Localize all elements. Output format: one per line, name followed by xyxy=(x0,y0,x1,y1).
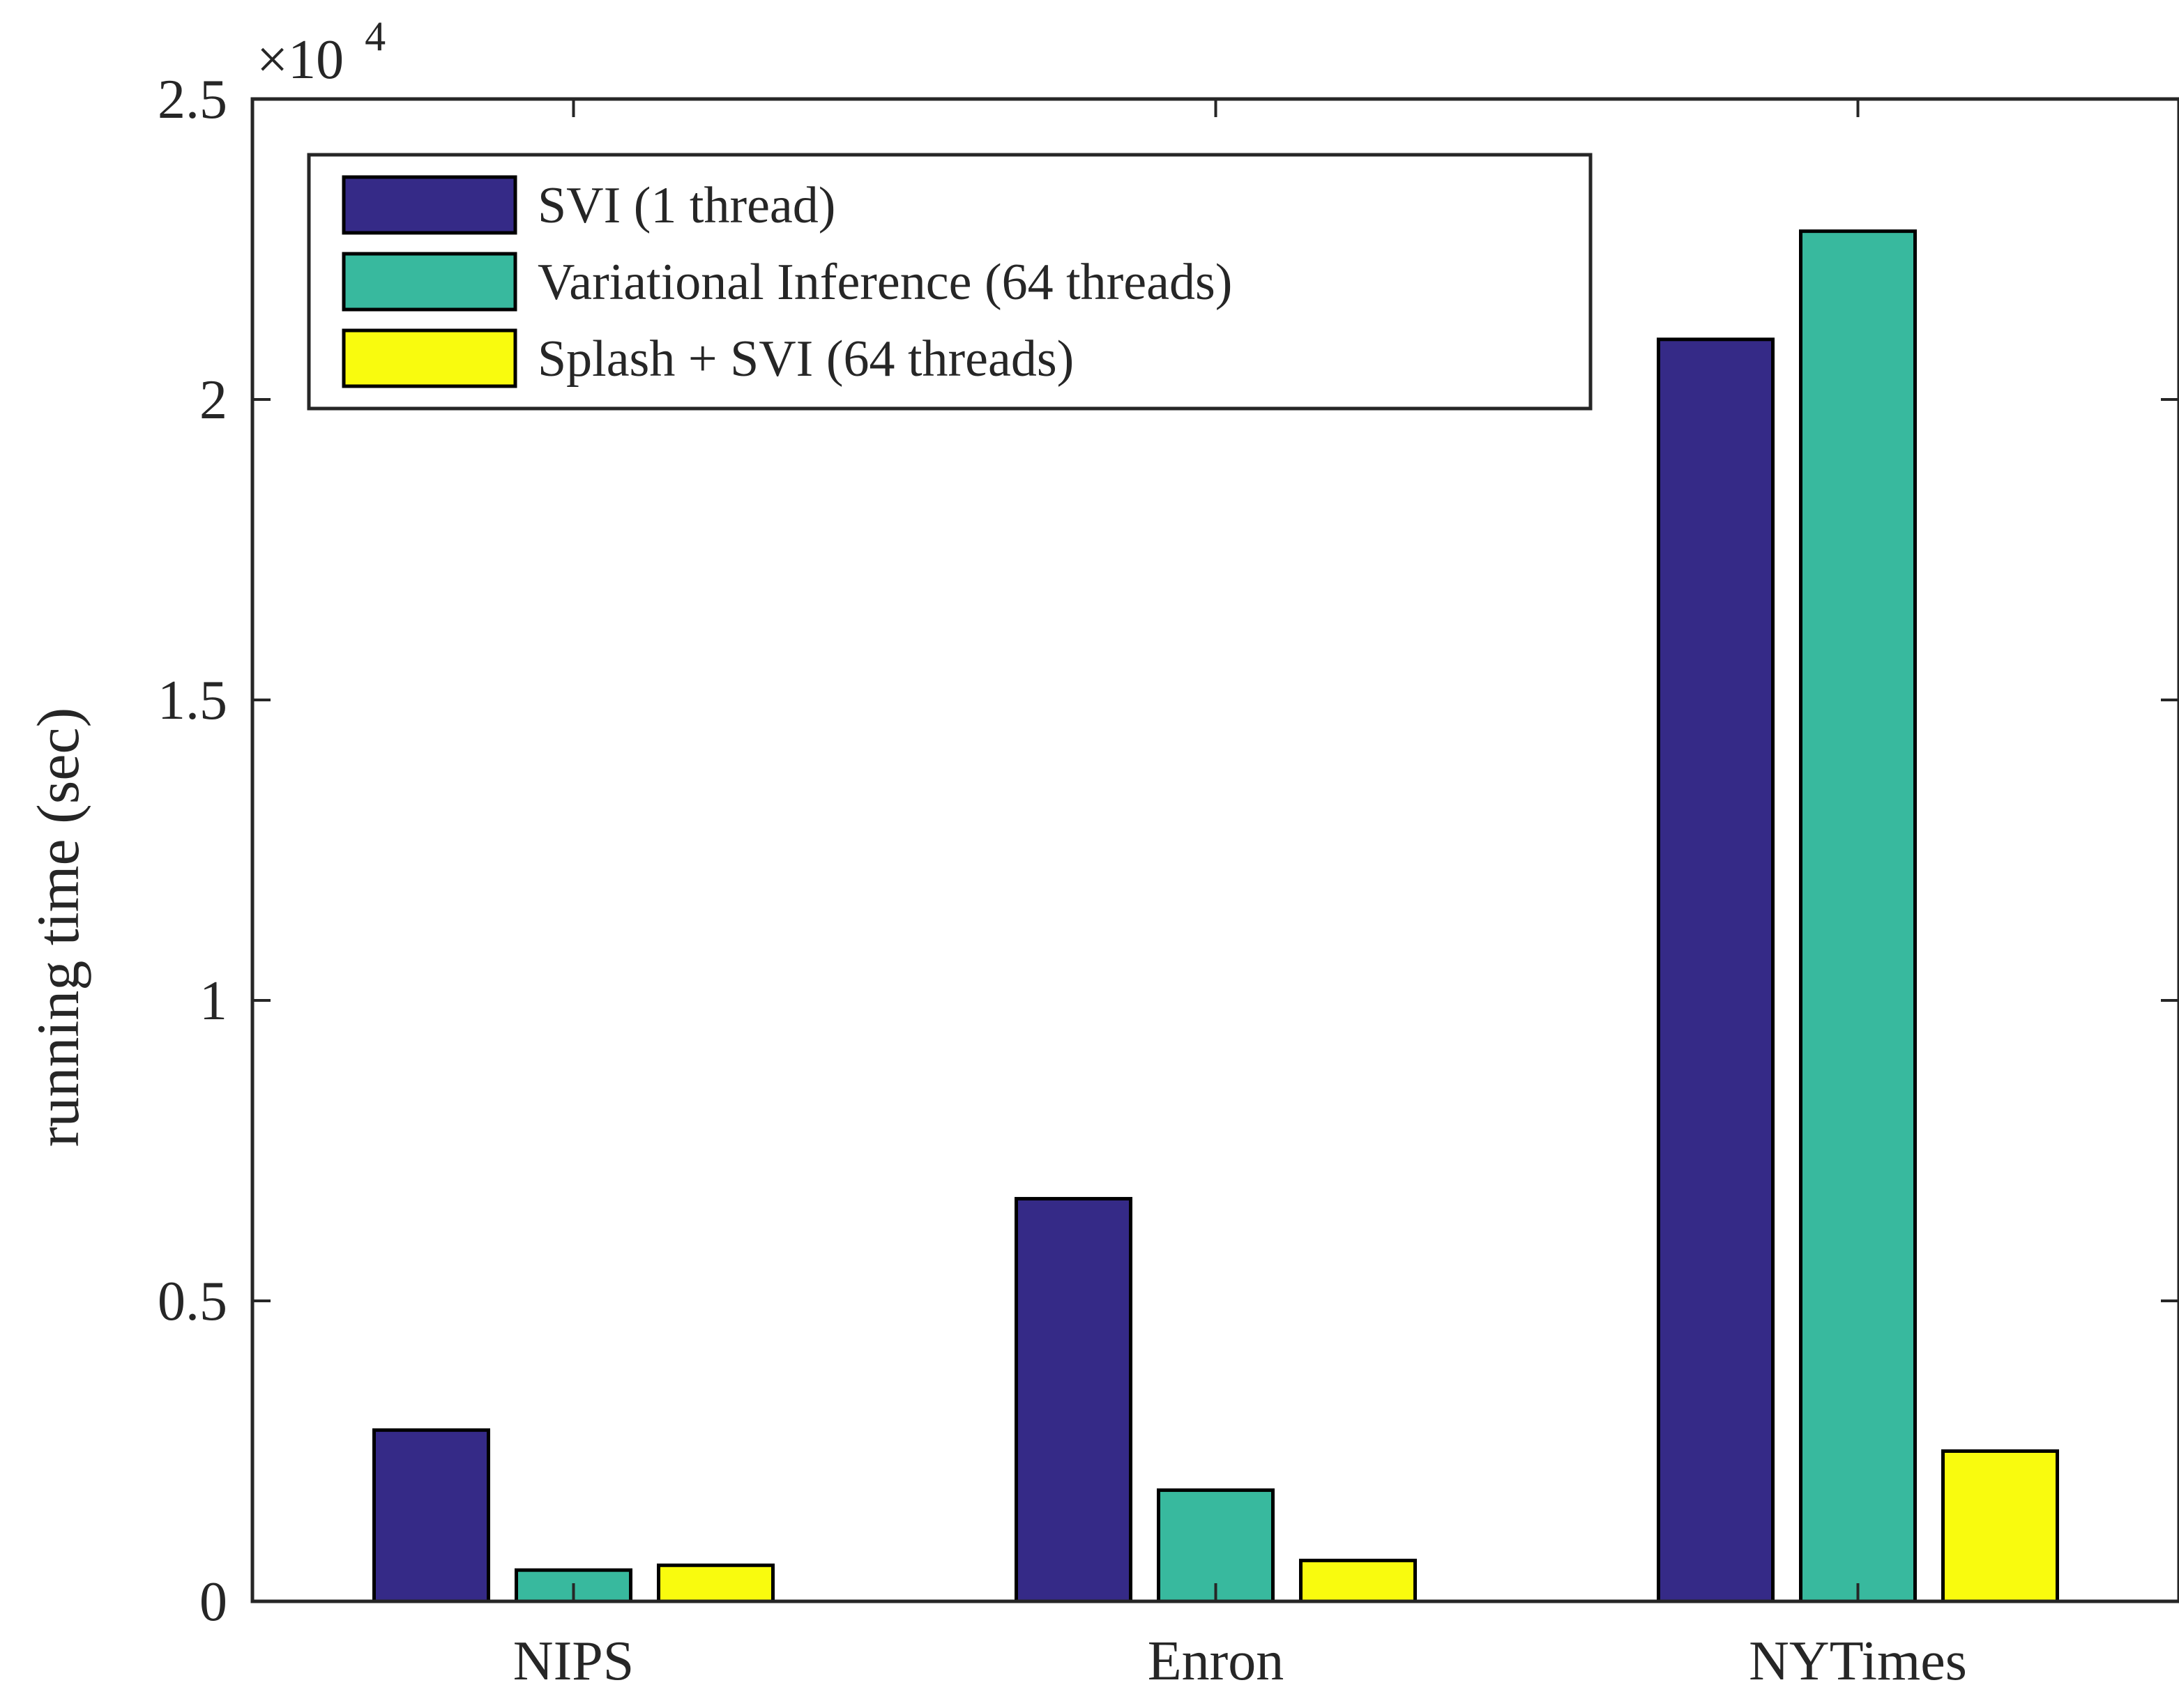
bar-nips-series-1 xyxy=(372,1428,490,1603)
x-tick-label: Enron xyxy=(1148,1631,1284,1692)
y-tick-label: 1 xyxy=(199,970,227,1032)
legend-label: Splash + SVI (64 threads) xyxy=(538,330,1074,388)
bar-enron-series-1 xyxy=(1015,1196,1132,1603)
bar-nytimes-series-3 xyxy=(1941,1449,2059,1603)
legend-swatch xyxy=(342,252,517,312)
bars-group xyxy=(372,229,2059,1603)
y-tick-label: 2.5 xyxy=(158,69,227,130)
bar-enron-series-3 xyxy=(1299,1558,1417,1603)
y-exponent-label: ×10 4 xyxy=(257,13,386,91)
y-tick-label: 0.5 xyxy=(158,1271,227,1332)
y-exponent-power: 4 xyxy=(365,13,386,59)
legend-swatch xyxy=(342,175,517,235)
legend: SVI (1 thread) Variational Inference (64 … xyxy=(307,153,1593,411)
y-exponent-base: ×10 xyxy=(257,29,344,91)
legend-box xyxy=(307,153,1593,411)
y-tick-label: 2 xyxy=(199,369,227,431)
bar-nytimes-series-2 xyxy=(1799,229,1917,1603)
x-tick-label: NYTimes xyxy=(1749,1631,1967,1692)
plot-frame xyxy=(250,97,2179,1603)
bar-nytimes-series-1 xyxy=(1657,337,1775,1603)
legend-swatch xyxy=(342,328,517,388)
y-ticks-group: 0 0.5 1 1.5 2 2.5 xyxy=(158,69,2179,1633)
x-ticks-group: NIPS Enron NYTimes xyxy=(513,99,1967,1692)
y-axis-label: running time (sec) xyxy=(24,708,91,1147)
legend-label: Variational Inference (64 threads) xyxy=(538,254,1232,311)
bar-nips-series-3 xyxy=(657,1563,775,1603)
legend-label: SVI (1 thread) xyxy=(538,177,835,234)
y-tick-label: 1.5 xyxy=(158,670,227,731)
y-tick-label: 0 xyxy=(199,1571,227,1633)
x-tick-label: NIPS xyxy=(513,1631,634,1692)
